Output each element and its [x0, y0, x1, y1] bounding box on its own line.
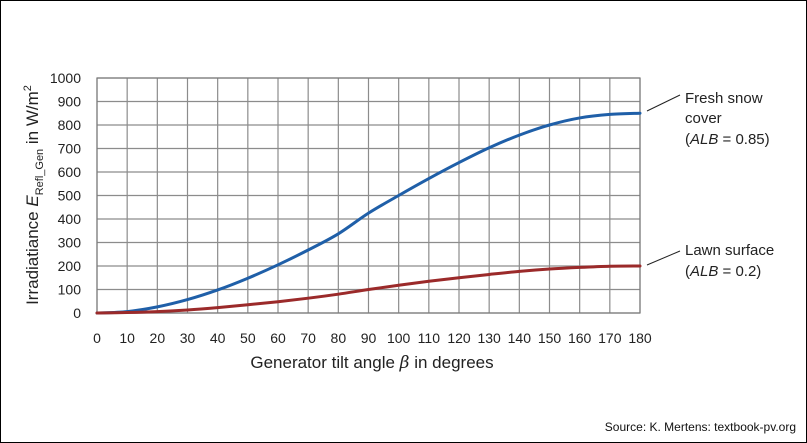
annotation-snow-leader: [646, 94, 681, 112]
annotation-lawn-leader: [646, 250, 681, 266]
x-tick-label: 0: [93, 330, 101, 346]
annotation-lawn-alb: (ALB = 0.2): [685, 263, 761, 280]
annotation-snow-line2: cover: [685, 110, 722, 127]
x-tick-label: 120: [447, 330, 471, 346]
y-tick-labels: 0 100 200 300 400 500 600 700 800 900 1000: [50, 70, 81, 321]
annotation-lawn: Lawn surface (ALB = 0.2): [646, 242, 774, 280]
y-tick-label: 400: [58, 211, 82, 227]
plot-area: [96, 77, 641, 314]
x-tick-label: 140: [508, 330, 532, 346]
x-tick-label: 90: [361, 330, 377, 346]
y-tick-label: 700: [58, 141, 82, 157]
y-tick-label: 800: [58, 117, 82, 133]
x-tick-label: 40: [210, 330, 226, 346]
y-axis-title: Irradiatiance ERefl_Gen in W/m2: [22, 85, 46, 305]
y-tick-label: 100: [58, 282, 82, 298]
x-axis-title: Generator tilt angle β in degrees: [250, 353, 493, 373]
y-tick-label: 0: [73, 305, 81, 321]
x-tick-label: 80: [331, 330, 347, 346]
x-tick-label: 150: [538, 330, 562, 346]
series-line-fresh-snow: [95, 111, 642, 315]
source-credit: Source: K. Mertens: textbook-pv.org: [605, 420, 796, 434]
x-tick-label: 50: [240, 330, 256, 346]
x-tick-label: 20: [150, 330, 166, 346]
x-tick-label: 160: [568, 330, 592, 346]
x-tick-label: 30: [180, 330, 196, 346]
y-tick-label: 900: [58, 94, 82, 110]
x-tick-label: 180: [628, 330, 652, 346]
annotation-snow-line1: Fresh snow: [685, 90, 763, 107]
x-tick-label: 100: [387, 330, 411, 346]
x-tick-label: 60: [270, 330, 286, 346]
y-tick-label: 300: [58, 235, 82, 251]
x-tick-label: 70: [300, 330, 316, 346]
plot-border: [96, 77, 641, 314]
y-tick-label: 1000: [50, 70, 81, 86]
x-tick-label: 130: [477, 330, 501, 346]
grid: [96, 77, 641, 314]
y-tick-label: 600: [58, 164, 82, 180]
y-tick-label: 200: [58, 258, 82, 274]
x-tick-labels: 0 10 20 30 40 50 60 70 80 90 100 110 120 130 140 150 160…: [93, 330, 652, 346]
series-line-lawn: [95, 264, 642, 315]
annotation-snow: Fresh snow cover (ALB = 0.85): [646, 90, 770, 148]
x-tick-label: 10: [119, 330, 135, 346]
x-tick-label: 110: [418, 330, 441, 346]
annotation-snow-alb: (ALB = 0.85): [685, 131, 770, 148]
x-tick-label: 170: [598, 330, 622, 346]
y-tick-label: 500: [58, 188, 82, 204]
annotation-lawn-line1: Lawn surface: [685, 242, 774, 259]
series-lines: [95, 111, 642, 315]
